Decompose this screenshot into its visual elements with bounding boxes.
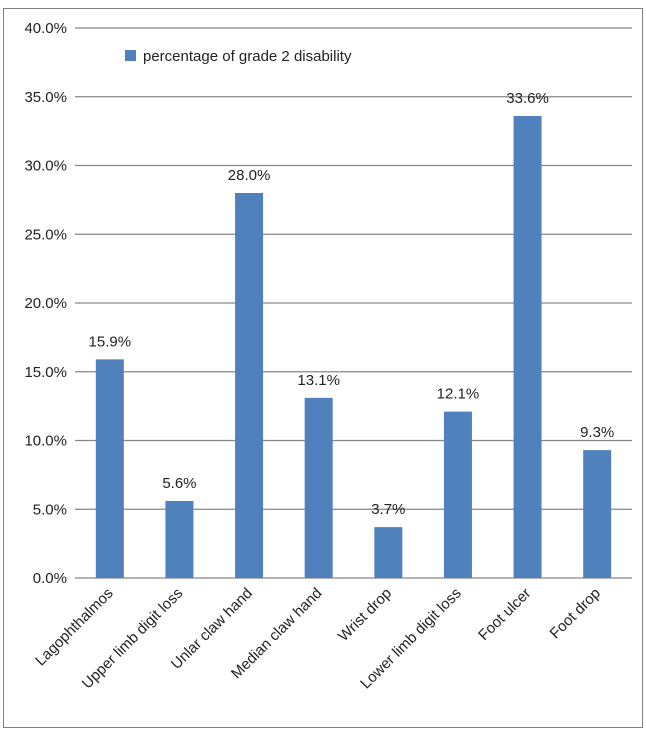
bar — [95, 359, 124, 578]
bar — [583, 450, 612, 578]
legend: percentage of grade 2 disability — [125, 48, 352, 65]
x-category-label: Foot drop — [547, 585, 604, 642]
data-label: 12.1% — [437, 386, 480, 403]
data-label: 13.1% — [297, 372, 340, 389]
bar — [235, 193, 264, 578]
data-label: 9.3% — [580, 424, 614, 441]
data-label: 5.6% — [162, 475, 196, 492]
legend-swatch — [125, 50, 136, 61]
bar — [374, 527, 403, 578]
gridlines — [75, 27, 632, 579]
x-category-label: Wrist drop — [335, 585, 395, 645]
chart-frame — [3, 8, 643, 728]
x-category-label: Foot ulcer — [475, 585, 534, 644]
y-tick-label: 15.0% — [24, 364, 67, 381]
y-tick-label: 10.0% — [24, 433, 67, 450]
bar — [165, 501, 194, 578]
data-label: 15.9% — [89, 333, 132, 350]
y-tick-label: 20.0% — [24, 295, 67, 312]
y-tick-label: 5.0% — [33, 501, 67, 518]
y-tick-label: 25.0% — [24, 226, 67, 243]
data-label: 33.6% — [506, 90, 549, 107]
bar — [443, 411, 472, 578]
y-tick-label: 35.0% — [24, 89, 67, 106]
bars — [95, 116, 612, 578]
y-tick-label: 30.0% — [24, 158, 67, 175]
bar — [304, 397, 333, 578]
bar — [513, 116, 542, 578]
data-label: 28.0% — [228, 167, 271, 184]
y-tick-label: 40.0% — [24, 20, 67, 37]
legend-label: percentage of grade 2 disability — [143, 48, 352, 65]
y-axis-ticks: 0.0% 5.0% 10.0% 15.0% 20.0% 25.0% 30.0% 35.0% 40… — [24, 20, 67, 587]
data-labels: 15.9% 5.6% 28.0% 13.1% 3.7% 12.1% 33.6% 9.3% — [89, 90, 615, 518]
y-tick-label: 0.0% — [33, 570, 67, 587]
data-label: 3.7% — [371, 501, 405, 518]
